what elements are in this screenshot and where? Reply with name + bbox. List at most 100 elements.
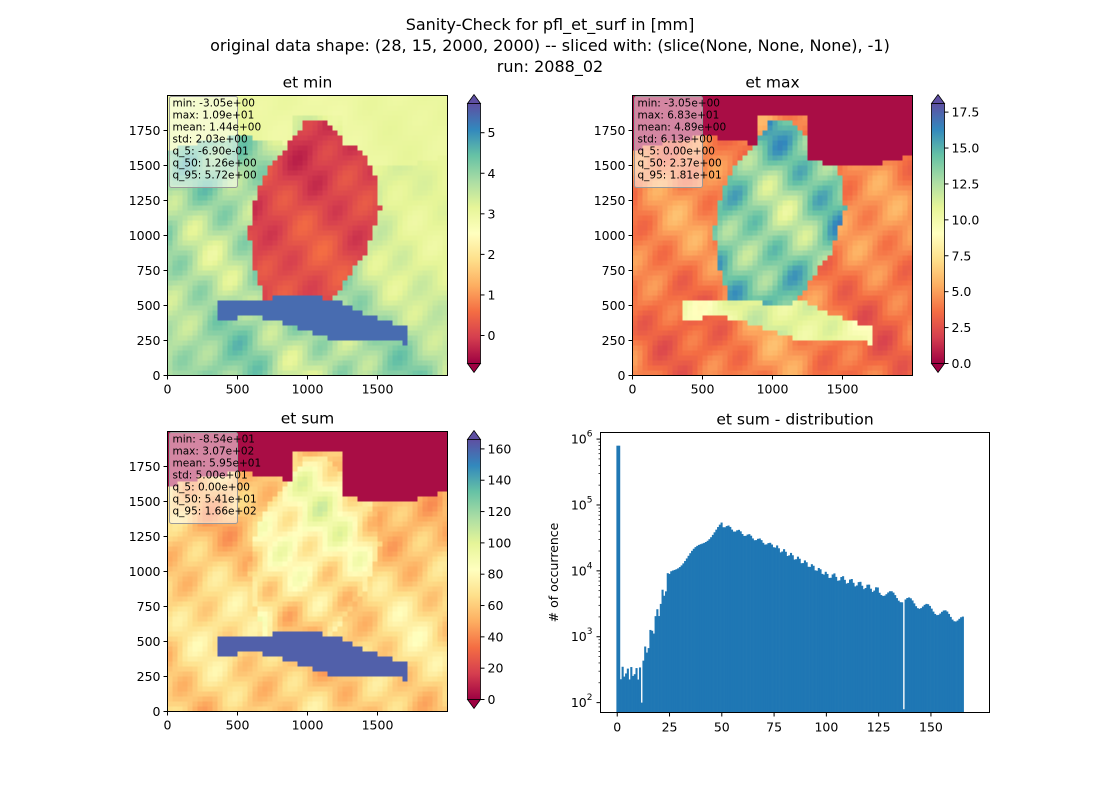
histogram-bar xyxy=(711,534,714,713)
histogram-bar xyxy=(793,559,796,713)
x-tick-label: 500 xyxy=(226,382,250,397)
colorbar xyxy=(467,439,481,700)
histogram-bar xyxy=(892,592,895,713)
histogram-bar xyxy=(897,600,900,713)
y-tick-label: 104 xyxy=(571,561,593,578)
histogram-bar xyxy=(800,563,803,713)
histogram-bar xyxy=(835,576,838,713)
x-tick-label: 0 xyxy=(613,720,621,735)
histogram-bar xyxy=(838,580,841,713)
histogram-bar xyxy=(786,556,789,713)
histogram-bar xyxy=(913,603,916,713)
histogram-bar xyxy=(960,617,963,713)
histogram-bar xyxy=(953,621,956,713)
histogram-bar xyxy=(632,675,635,713)
histogram-bar xyxy=(930,608,933,713)
histogram-bar xyxy=(663,595,666,713)
histogram-bar xyxy=(868,584,871,713)
y-tick-label: 102 xyxy=(571,693,593,710)
colorbar-tick-label: 0 xyxy=(488,692,496,707)
y-tick-label: 1250 xyxy=(594,193,626,208)
histogram-bar xyxy=(795,559,798,713)
y-tick-label: 1750 xyxy=(129,459,161,474)
histogram-bar xyxy=(762,542,765,713)
y-tick-label: 1250 xyxy=(129,193,161,208)
histogram-bar xyxy=(888,591,892,713)
x-tick-label: 0 xyxy=(164,382,172,397)
histogram-bar xyxy=(665,591,668,713)
histogram-bar xyxy=(724,527,727,713)
stats-line: std: 5.00e+01 xyxy=(173,470,248,482)
histogram-bar xyxy=(704,542,708,713)
histogram-bar xyxy=(741,534,744,713)
histogram-bar xyxy=(616,445,619,713)
colorbar-tick-label: 100 xyxy=(488,535,512,550)
histogram-bar xyxy=(720,522,723,713)
plot-title: et max xyxy=(745,74,799,92)
histogram-bar xyxy=(904,599,907,713)
histogram-bar xyxy=(727,525,730,713)
colorbar-tick-label: 17.5 xyxy=(952,105,980,120)
histogram-bar xyxy=(696,545,699,713)
y-tick-label: 750 xyxy=(602,263,626,278)
y-tick-label: 1250 xyxy=(129,529,161,544)
histogram-bar xyxy=(941,611,944,713)
histogram-bar xyxy=(717,527,720,713)
histogram-bar xyxy=(852,582,855,713)
histogram-bar xyxy=(618,445,621,713)
colorbar-tick-label: 0 xyxy=(488,328,496,343)
y-tick-label: 1000 xyxy=(129,228,161,243)
histogram-bar xyxy=(883,595,886,713)
colorbar-tick-label: 120 xyxy=(488,504,512,519)
histogram-bar xyxy=(908,597,911,713)
histogram-bar xyxy=(939,613,942,713)
y-tick-label: 750 xyxy=(137,599,161,614)
histogram-bar xyxy=(819,569,822,713)
histogram-bar xyxy=(638,667,642,713)
heatmap-et-max: et max 0 500 1000 1500 0 250 500 750 1000 1250 1500… xyxy=(594,74,980,397)
colorbar-extend-top xyxy=(466,93,482,104)
histogram-bar xyxy=(701,543,704,713)
histogram-bar xyxy=(725,526,728,713)
histogram-bar xyxy=(685,558,688,713)
histogram-bar xyxy=(836,580,839,713)
histogram-bar xyxy=(798,558,801,713)
histogram-bar xyxy=(706,540,709,713)
histogram-bar xyxy=(822,574,826,713)
histogram-bar xyxy=(783,549,786,713)
histogram-bar xyxy=(661,589,664,713)
histogram-bar xyxy=(760,540,763,713)
y-tick-label: 250 xyxy=(137,333,161,348)
y-tick-label: 750 xyxy=(137,263,161,278)
histogram-bar xyxy=(895,598,898,713)
histogram-bar xyxy=(753,540,756,713)
axes-frame xyxy=(600,432,990,713)
histogram-bar xyxy=(737,529,740,713)
histogram-bar xyxy=(843,579,846,713)
histogram-bar xyxy=(779,552,782,713)
histogram-bar xyxy=(694,547,697,713)
histogram-bar xyxy=(668,573,671,713)
x-tick-label: 0 xyxy=(629,382,637,397)
stats-line: std: 6.13e+00 xyxy=(638,134,713,146)
x-tick-label: 0 xyxy=(164,718,172,733)
histogram-bar xyxy=(821,573,824,713)
heatmap-image xyxy=(167,431,448,712)
x-tick-label: 500 xyxy=(226,718,250,733)
histogram-bar xyxy=(925,603,928,713)
histogram-bar xyxy=(864,588,867,713)
colorbar-extend-bottom xyxy=(466,699,482,710)
plot-title: et min xyxy=(283,74,333,92)
histogram-bar xyxy=(958,618,961,713)
stats-line: q_50: 2.37e+00 xyxy=(638,158,722,170)
histogram-bar xyxy=(734,531,737,713)
stats-box xyxy=(169,432,238,524)
histogram-bar xyxy=(649,629,652,713)
histogram-bar xyxy=(949,616,952,713)
x-tick-label: 25 xyxy=(662,720,678,735)
histogram-bar xyxy=(802,563,805,713)
histogram-bar xyxy=(906,597,909,713)
histogram-bar xyxy=(932,611,935,713)
x-tick-label: 1500 xyxy=(362,718,394,733)
